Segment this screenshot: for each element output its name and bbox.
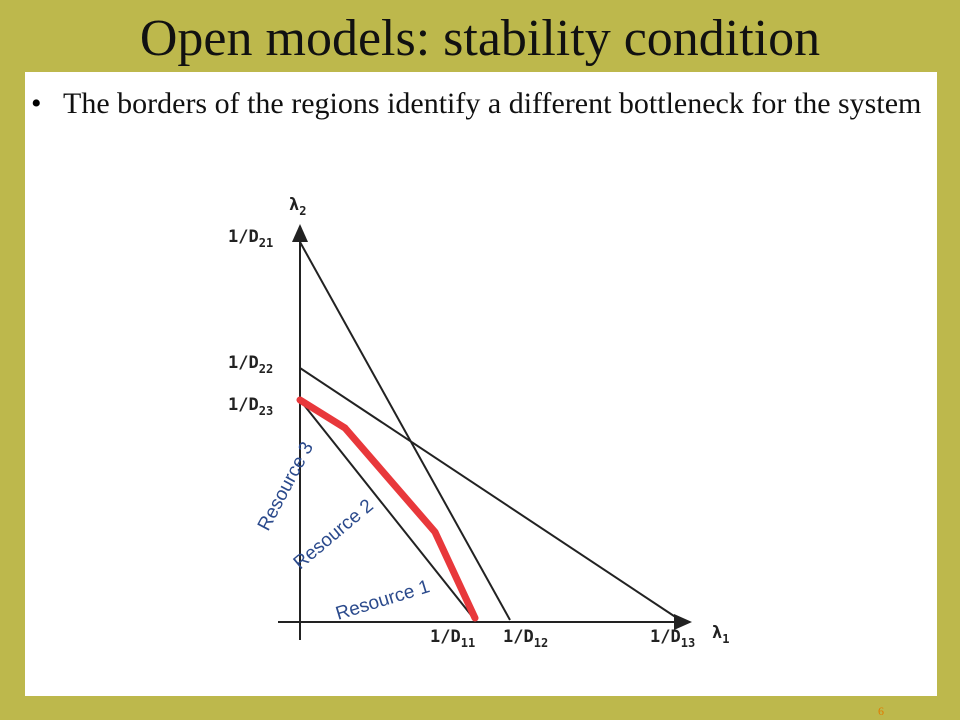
y-label: 1/D23 [228, 395, 273, 418]
x-axis-label: λ1 [712, 623, 729, 646]
x-label: 1/D12 [503, 627, 548, 650]
slide-title: Open models: stability condition [139, 10, 821, 67]
region-label: Resource 3 [254, 439, 318, 535]
border-line [299, 241, 511, 621]
border-line [299, 367, 681, 621]
y-axis-label: λ2 [289, 195, 306, 218]
bullet-text: The borders of the regions identify a di… [63, 87, 922, 120]
x-label-main: 1/D [503, 627, 534, 647]
x-label: 1/D11 [430, 627, 475, 650]
y-axis-label-main: λ [289, 195, 299, 215]
x-label-subscript: 11 [461, 636, 475, 650]
stability-boundary [296, 396, 479, 622]
region-label: Resource 2 [290, 495, 378, 574]
y-axis-label-subscript: 2 [299, 204, 306, 218]
x-axis-label-subscript: 1 [722, 632, 729, 646]
y-label-subscript: 21 [259, 236, 273, 250]
region-label: Resource 1 [333, 576, 432, 624]
x-axis-label-main: λ [712, 623, 722, 643]
y-label-subscript: 23 [259, 404, 273, 418]
x-label: 1/D13 [650, 627, 695, 650]
x-label-subscript: 12 [534, 636, 548, 650]
border-line [299, 399, 476, 621]
y-label: 1/D22 [228, 353, 273, 376]
y-label: 1/D21 [228, 227, 273, 250]
y-label-subscript: 22 [259, 362, 273, 376]
page-number: 6 [878, 704, 884, 718]
y-label-main: 1/D [228, 395, 259, 415]
content-area: • The borders of the regions identify a … [25, 72, 937, 696]
x-label-main: 1/D [650, 627, 681, 647]
y-label-main: 1/D [228, 227, 259, 247]
bullet-marker: • [31, 87, 42, 120]
x-label-subscript: 13 [681, 636, 695, 650]
y-label-main: 1/D [228, 353, 259, 373]
x-label-main: 1/D [430, 627, 461, 647]
